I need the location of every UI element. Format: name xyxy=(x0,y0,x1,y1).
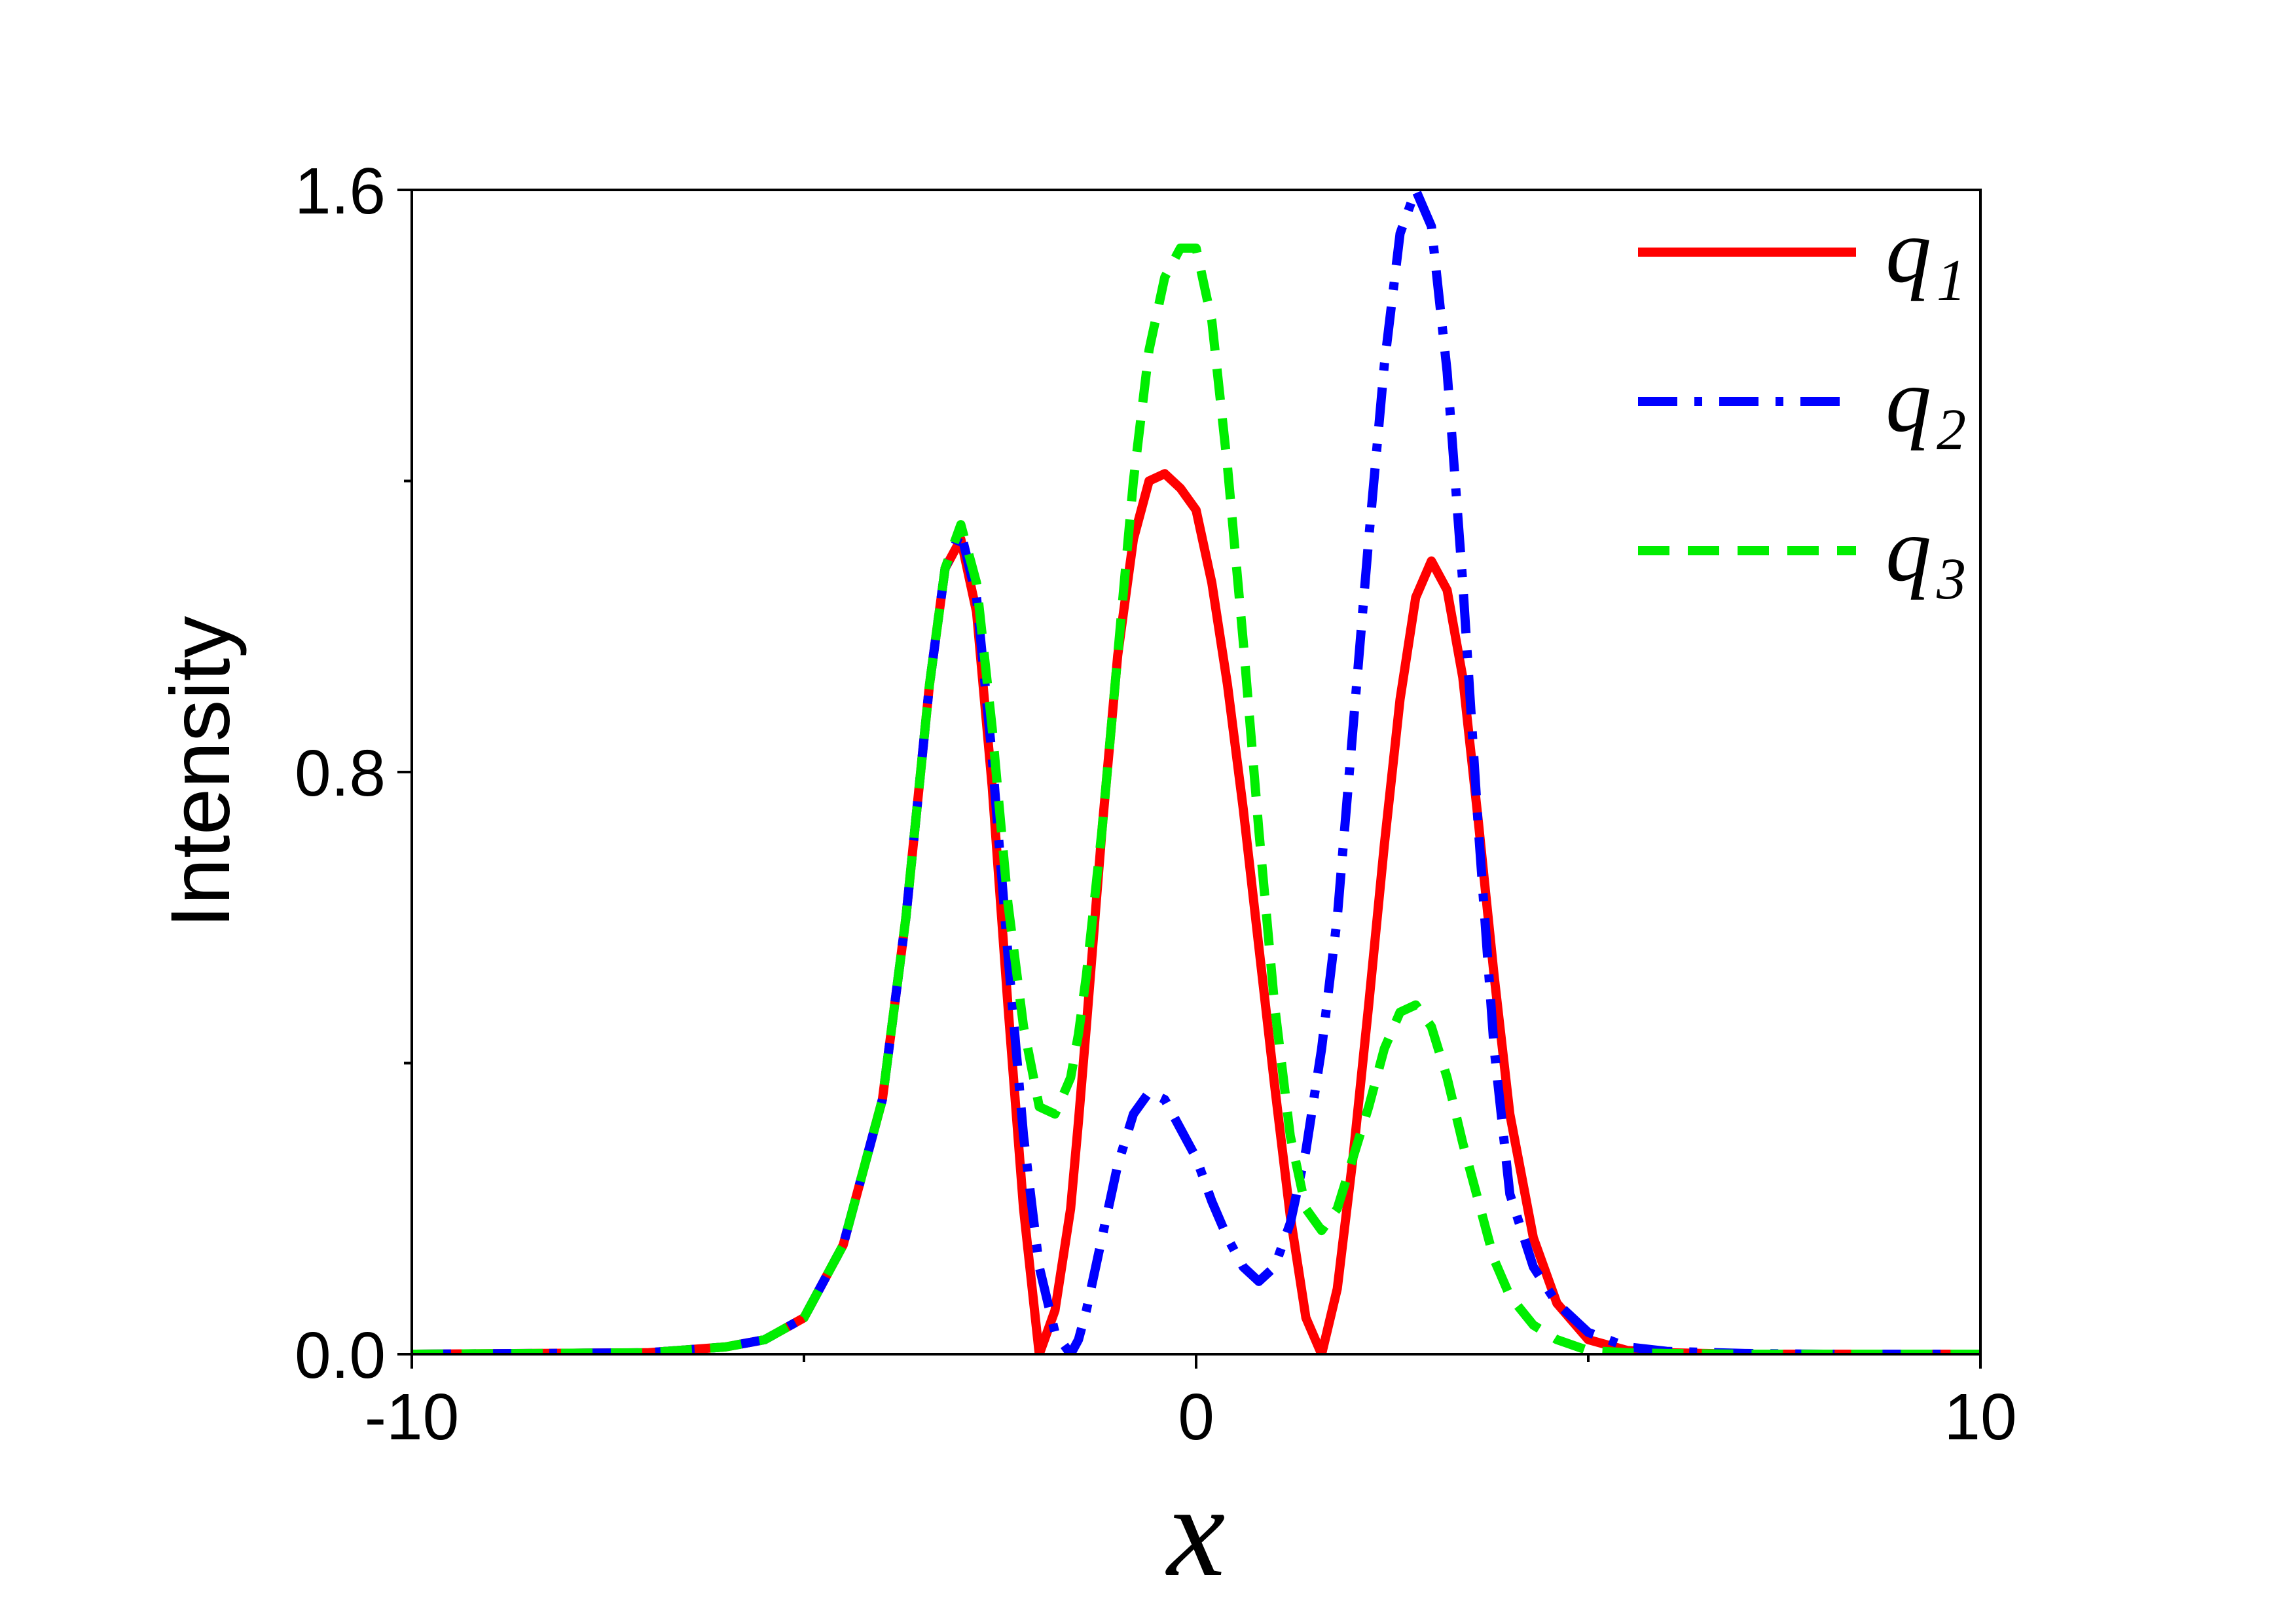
legend-label-subscript: 1 xyxy=(1937,248,1966,313)
series-layer xyxy=(412,185,1980,1354)
x-axis-title: x xyxy=(1165,1459,1226,1604)
x-tick-label: -10 xyxy=(365,1380,460,1454)
x-tick-label: 0 xyxy=(1178,1380,1214,1454)
y-axis-title: Intensity xyxy=(154,616,247,929)
legend-label-subscript: 2 xyxy=(1937,397,1966,462)
series-line-q3 xyxy=(412,243,1980,1354)
x-tick-label: 10 xyxy=(1944,1380,2016,1454)
y-tick-label: 1.6 xyxy=(295,155,386,228)
legend-label-subscript: 3 xyxy=(1936,547,1966,612)
y-tick-label: 0.8 xyxy=(295,737,386,810)
ticks-layer: -10 0 10 0.0 0.8 1.6 xyxy=(295,155,2017,1454)
y-tick-label: 0.0 xyxy=(295,1319,386,1392)
